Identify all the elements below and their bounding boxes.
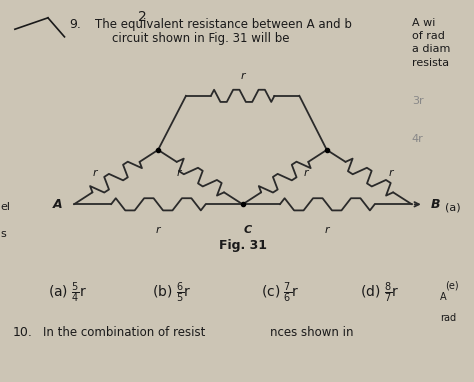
Text: el: el: [0, 202, 11, 212]
Text: r: r: [325, 225, 329, 235]
Text: 2: 2: [138, 10, 147, 24]
Text: nces shown in: nces shown in: [270, 326, 354, 339]
Text: 4r: 4r: [412, 134, 424, 144]
Text: r: r: [240, 71, 245, 81]
Text: (a): (a): [445, 202, 461, 212]
Text: B: B: [431, 198, 440, 211]
Text: (b) $\frac{6}{5}$r: (b) $\frac{6}{5}$r: [152, 280, 191, 305]
Text: (a) $\frac{5}{4}$r: (a) $\frac{5}{4}$r: [48, 280, 87, 305]
Text: 10.: 10.: [12, 326, 32, 339]
Text: s: s: [0, 229, 7, 239]
Text: A wi: A wi: [412, 18, 435, 28]
Text: a diam: a diam: [412, 44, 450, 55]
Text: In the combination of resist: In the combination of resist: [43, 326, 206, 339]
Text: r: r: [304, 168, 308, 178]
Text: A: A: [440, 292, 447, 302]
Text: resista: resista: [412, 58, 449, 68]
Text: 9.: 9.: [69, 18, 81, 31]
Text: C: C: [243, 225, 252, 235]
Text: r: r: [156, 225, 161, 235]
Text: of rad: of rad: [412, 31, 445, 41]
Text: circuit shown in Fig. 31 will be: circuit shown in Fig. 31 will be: [112, 32, 289, 45]
Text: rad: rad: [440, 313, 456, 323]
Text: r: r: [177, 168, 182, 178]
Text: r: r: [92, 168, 97, 178]
Text: The equivalent resistance between A and b: The equivalent resistance between A and …: [95, 18, 352, 31]
Text: 3r: 3r: [412, 96, 423, 106]
Text: (e): (e): [445, 280, 458, 290]
Text: (c) $\frac{7}{6}$r: (c) $\frac{7}{6}$r: [261, 280, 299, 305]
Text: Fig. 31: Fig. 31: [219, 239, 267, 252]
Text: A: A: [53, 198, 62, 211]
Text: r: r: [388, 168, 393, 178]
Text: (d) $\frac{8}{7}$r: (d) $\frac{8}{7}$r: [360, 280, 400, 305]
